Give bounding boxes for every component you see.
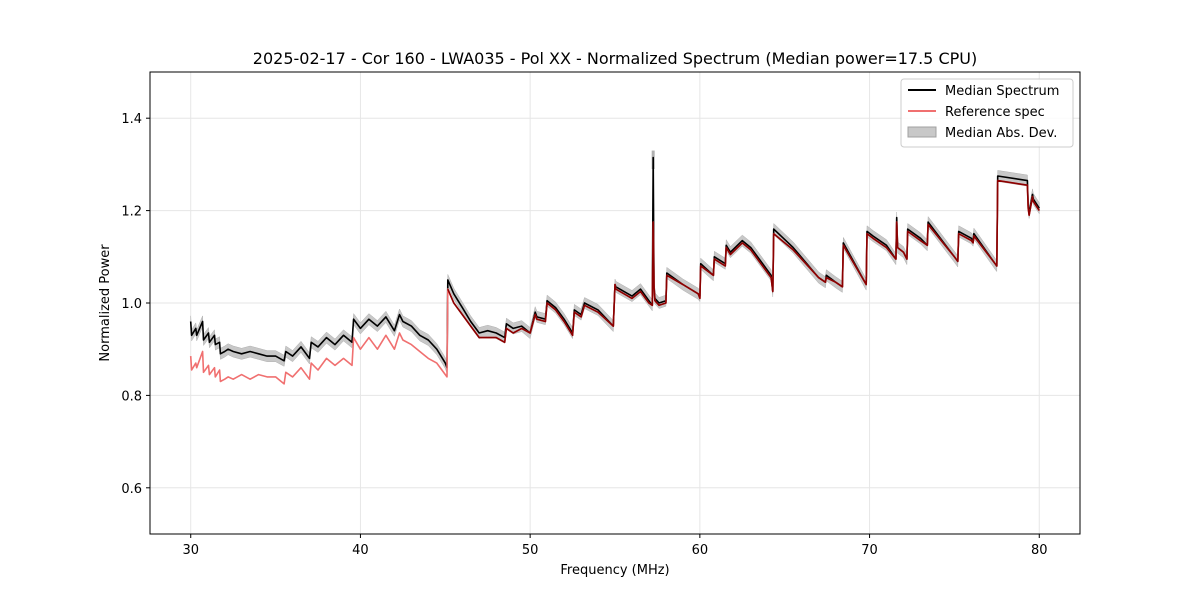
x-tick-label: 60 — [692, 543, 709, 558]
x-tick-label: 70 — [861, 543, 878, 558]
legend-mad-swatch — [907, 126, 937, 138]
y-tick-label: 0.8 — [121, 389, 142, 404]
legend-reference-label: Reference spec — [945, 105, 1045, 120]
x-tick-label: 30 — [182, 543, 199, 558]
x-axis-label: Frequency (MHz) — [560, 563, 669, 578]
mad-band-area — [190, 151, 1040, 374]
overlap-line — [447, 179, 1040, 344]
x-tick-label: 40 — [352, 543, 369, 558]
legend-box — [900, 78, 1074, 148]
y-axis-label: Normalized Power — [98, 244, 113, 362]
legend: Median Spectrum Reference spec Median Ab… — [900, 78, 1074, 148]
ticks: 30 40 50 60 70 80 0.6 0.8 1.0 1.2 1.4 — [121, 112, 1047, 558]
chart-title: 2025-02-17 - Cor 160 - LWA035 - Pol XX -… — [253, 49, 977, 68]
y-tick-label: 0.6 — [121, 482, 142, 497]
x-tick-label: 50 — [522, 543, 539, 558]
y-tick-label: 1.2 — [121, 205, 142, 220]
y-tick-label: 1.4 — [121, 112, 142, 127]
x-tick-label: 80 — [1031, 543, 1048, 558]
series-group — [189, 156, 1040, 385]
legend-mad-label: Median Abs. Dev. — [945, 126, 1057, 141]
y-tick-label: 1.0 — [121, 297, 142, 312]
legend-median-label: Median Spectrum — [945, 84, 1059, 99]
